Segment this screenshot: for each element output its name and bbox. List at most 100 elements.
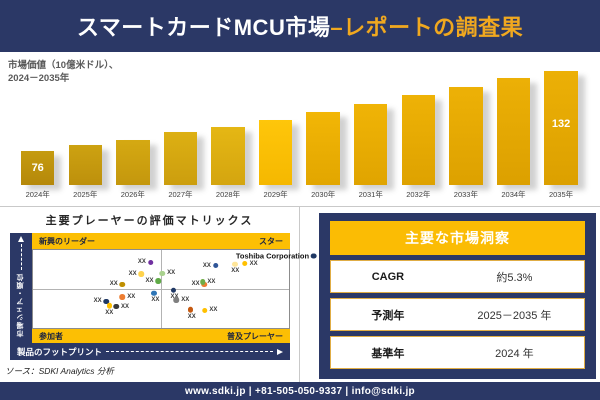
matrix-point: XX <box>170 287 179 300</box>
data-point-label: XX <box>167 270 176 277</box>
data-point-dot <box>119 294 126 300</box>
data-point-label: XX <box>171 294 179 300</box>
data-point-dot <box>103 298 110 305</box>
quadrant-label-top-left: 新興のリーダー <box>39 236 95 246</box>
data-point-label: XX <box>207 278 216 285</box>
data-point-dot <box>155 278 162 284</box>
matrix-x-axis: 製品のフットプリント <box>10 343 290 360</box>
matrix-point: XX <box>201 307 217 313</box>
bar-2024年: 76 <box>21 151 55 185</box>
quadrant-label-bottom-left: 参加者 <box>39 331 63 341</box>
data-point-label: XX <box>202 262 211 269</box>
data-point-dot <box>170 287 177 293</box>
bar-value-label: 132 <box>551 118 571 130</box>
data-point-dot <box>151 290 157 297</box>
data-point-label: XX <box>145 278 154 285</box>
matrix-point: XX <box>203 263 219 269</box>
bar-2031年 <box>354 103 388 185</box>
bar-column: 2027年 <box>163 132 198 200</box>
bar-chart: 76 2024年 2025年 2026年 2027年 2028年 2029年 2030年 203… <box>21 71 578 200</box>
footer-bar: www.sdki.jp | +81-505-050-9337 | info@sd… <box>0 382 600 400</box>
market-value-bar-chart: 市場価値（10億米ドル）、 2024－2035年 76 2024年 2025年 202… <box>0 52 600 206</box>
matrix-point: XX <box>110 281 126 287</box>
x-axis-tick-label: 2031年 <box>358 190 383 199</box>
bar-2030年 <box>306 112 340 185</box>
insight-row: 基準年 2024 年 <box>330 336 585 369</box>
matrix-point: XX <box>105 303 113 316</box>
bar-column: 2034年 <box>496 78 531 200</box>
x-axis-tick-label: 2028年 <box>215 190 241 199</box>
bar-column: 2029年 <box>258 119 293 200</box>
x-axis-tick-label: 2035年 <box>548 190 574 199</box>
matrix-title: 主要プレーヤーの評価マトリックス <box>45 215 254 227</box>
bar-2029年 <box>258 119 293 185</box>
matrix-y-axis: 市場シェア・順位 <box>10 233 32 343</box>
data-point-label: XX <box>249 260 258 267</box>
source-note: ソース：SDKI Analytics 分析 <box>5 366 114 376</box>
data-point-dot <box>113 303 120 310</box>
bar-2027年 <box>163 132 198 185</box>
bar-2034年 <box>496 78 531 185</box>
data-point-label: XX <box>127 293 136 300</box>
data-point-dot <box>242 260 248 267</box>
data-point-label: XX <box>187 313 196 320</box>
page-title-main: スマートカードMCU市場 <box>76 15 331 40</box>
data-point-label: XX <box>181 296 190 303</box>
footer-contact-text: www.sdki.jp | +81-505-050-9337 | info@sd… <box>185 385 415 397</box>
dashed-line-vertical <box>20 244 22 270</box>
data-point-dot <box>147 259 154 266</box>
bottom-section: 主要プレーヤーの評価マトリックス 市場シェア・順位 新興のリーダー スター XX… <box>0 206 600 382</box>
bar-2028年 <box>211 126 245 185</box>
title-banner: スマートカードMCU市場–レポートの調査果 <box>0 0 600 52</box>
bar-column: 2033年 <box>449 86 483 200</box>
data-point-label: XX <box>128 271 137 278</box>
data-point-dot <box>119 281 126 288</box>
insights-title: 主要な市場洞察 <box>330 221 585 255</box>
insights-panel: 主要な市場洞察 CAGR 約5.3% 予測年 2025－2035 年基準年 2024 年 <box>300 207 600 382</box>
x-axis-tick-label: 2033年 <box>453 190 478 199</box>
chart-caption-line1: 市場価値（10億米ドル）、 <box>8 60 119 71</box>
chart-caption: 市場価値（10億米ドル）、 2024－2035年 <box>8 59 118 86</box>
data-point-label: Toshiba Corporation <box>235 251 310 261</box>
x-axis-tick-label: 2024年 <box>25 190 50 199</box>
chart-caption-line2: 2024－2035年 <box>8 73 70 85</box>
data-point-label: XX <box>151 297 160 304</box>
x-axis-tick-label: 2034年 <box>501 190 526 199</box>
player-matrix-panel: 主要プレーヤーの評価マトリックス 市場シェア・順位 新興のリーダー スター XX… <box>0 207 317 382</box>
insight-row: 予測年 2025－2035 年 <box>330 298 585 331</box>
bar-column: 2028年 <box>211 126 245 200</box>
matrix-plot: XX XX XX XX Toshiba Corporation XX XX XX XX XX XX X… <box>32 249 317 329</box>
bar-2026年 <box>116 139 150 185</box>
bar-2035年: 132 <box>544 71 578 185</box>
x-axis-tick-label: 2030年 <box>311 190 336 199</box>
data-point-label: XX <box>109 281 118 288</box>
bar-column: 2030年 <box>306 112 340 200</box>
insight-label: CAGR <box>371 270 405 283</box>
matrix-top-band: 新興のリーダー スター <box>32 233 290 249</box>
data-point-dot <box>106 303 113 309</box>
insight-value: 約5.3% <box>496 271 533 284</box>
insight-label: 予測年 <box>371 309 405 322</box>
insight-value: 2024 年 <box>495 347 534 360</box>
matrix-point: XX <box>119 293 136 300</box>
y-axis-label: 市場シェア・順位 <box>17 273 24 338</box>
data-point-dot <box>138 271 145 277</box>
data-point-dot <box>232 261 238 267</box>
insights-box: 主要な市場洞察 CAGR 約5.3% 予測年 2025－2035 年基準年 2024 年 <box>319 213 596 379</box>
x-axis-tick-label: 2025年 <box>73 190 98 199</box>
bar-column: 2025年 <box>68 145 102 200</box>
insight-label: 基準年 <box>371 347 405 360</box>
bar-2025年 <box>68 145 102 185</box>
matrix-point: XX <box>173 296 190 303</box>
evaluation-matrix: 市場シェア・順位 新興のリーダー スター XX XX XX XX Toshiba Cor… <box>10 233 317 360</box>
data-point-label: XX <box>93 298 102 305</box>
matrix-point: XX <box>94 298 110 304</box>
matrix-bottom-band: 参加者 普及プレーヤー <box>32 329 290 343</box>
bar-column: 76 2024年 <box>21 151 55 200</box>
data-point-dot <box>159 270 166 277</box>
insight-value: 2025－2035 年 <box>477 309 552 322</box>
x-axis-tick-label: 2029年 <box>263 190 288 199</box>
matrix-point: Toshiba Corporation <box>236 251 317 260</box>
data-point-label: XX <box>191 281 200 288</box>
bar-column: 2031年 <box>354 103 388 200</box>
